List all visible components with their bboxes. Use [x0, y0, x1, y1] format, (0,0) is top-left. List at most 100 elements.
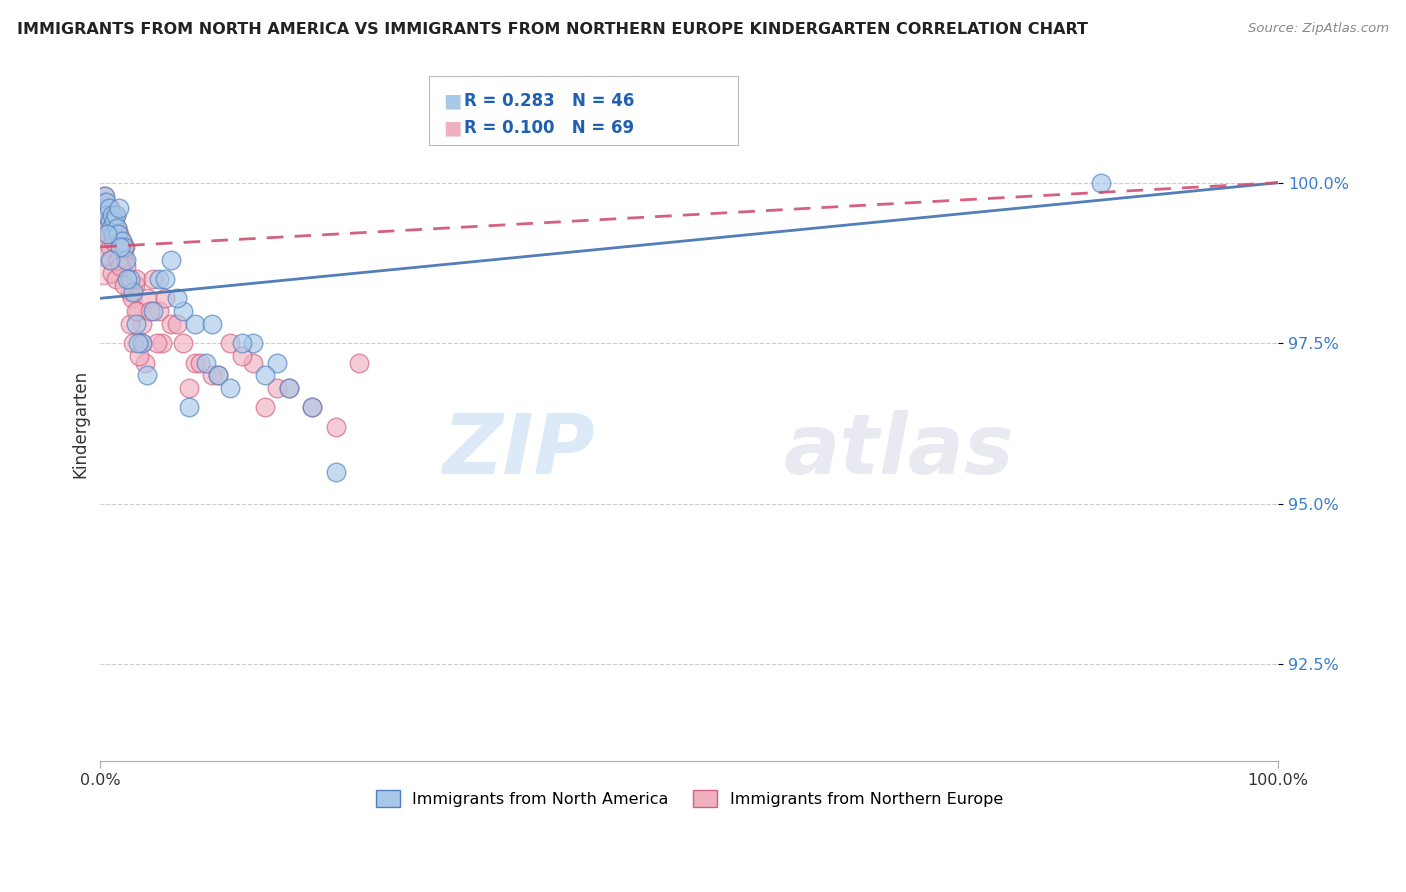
Point: [101, 208, 124, 222]
Point: [97, 227, 120, 241]
Point: [349, 355, 371, 369]
Point: [177, 401, 200, 415]
Point: [100, 252, 122, 267]
Point: [97, 214, 120, 228]
Point: [101, 266, 124, 280]
Point: [131, 317, 153, 331]
Point: [96, 194, 118, 209]
Point: [254, 401, 277, 415]
Point: [128, 349, 150, 363]
Point: [195, 355, 218, 369]
Point: [301, 401, 323, 415]
Point: [98, 252, 121, 267]
Point: [142, 304, 165, 318]
Point: [127, 336, 149, 351]
Point: [219, 336, 242, 351]
Point: [103, 234, 125, 248]
Point: [242, 336, 264, 351]
Point: [112, 240, 135, 254]
Legend: Immigrants from North America, Immigrants from Northern Europe: Immigrants from North America, Immigrant…: [370, 784, 1010, 814]
Point: [166, 291, 188, 305]
Point: [131, 336, 153, 351]
Point: [112, 278, 135, 293]
Point: [277, 381, 299, 395]
Point: [114, 240, 136, 254]
Text: atlas: atlas: [783, 410, 1014, 491]
Point: [1090, 176, 1112, 190]
Point: [91, 234, 114, 248]
Point: [325, 465, 347, 479]
Point: [122, 285, 145, 299]
Point: [110, 240, 132, 254]
Point: [242, 355, 264, 369]
Point: [122, 336, 145, 351]
Point: [160, 317, 183, 331]
Point: [96, 220, 118, 235]
Point: [121, 291, 143, 305]
Point: [107, 252, 129, 267]
Point: [115, 252, 138, 267]
Point: [103, 214, 125, 228]
Point: [325, 419, 347, 434]
Point: [105, 220, 128, 235]
Point: [110, 234, 132, 248]
Point: [207, 368, 229, 383]
Point: [172, 304, 194, 318]
Point: [97, 202, 120, 216]
Point: [107, 234, 129, 248]
Point: [112, 252, 135, 267]
Point: [91, 252, 114, 267]
Text: R = 0.283   N = 46: R = 0.283 N = 46: [464, 92, 634, 110]
Point: [93, 188, 115, 202]
Point: [111, 246, 134, 260]
Point: [96, 208, 118, 222]
Point: [124, 278, 146, 293]
Point: [117, 272, 139, 286]
Point: [104, 208, 127, 222]
Point: [103, 227, 125, 241]
Point: [104, 208, 127, 222]
Point: [127, 304, 149, 318]
Point: [153, 291, 176, 305]
Point: [148, 272, 170, 286]
Point: [98, 202, 121, 216]
Point: [118, 317, 141, 331]
Point: [103, 214, 125, 228]
Point: [117, 272, 139, 286]
Point: [98, 214, 121, 228]
Point: [219, 381, 242, 395]
Point: [201, 317, 224, 331]
Point: [183, 317, 205, 331]
Point: [96, 208, 118, 222]
Point: [190, 355, 212, 369]
Point: [105, 220, 128, 235]
Text: ZIP: ZIP: [443, 410, 595, 491]
Point: [118, 272, 141, 286]
Point: [183, 355, 205, 369]
Text: IMMIGRANTS FROM NORTH AMERICA VS IMMIGRANTS FROM NORTHERN EUROPE KINDERGARTEN CO: IMMIGRANTS FROM NORTH AMERICA VS IMMIGRA…: [17, 22, 1088, 37]
Point: [110, 240, 132, 254]
Point: [94, 188, 117, 202]
Point: [103, 220, 125, 235]
Point: [96, 208, 118, 222]
Point: [108, 202, 131, 216]
Point: [96, 227, 118, 241]
Point: [146, 336, 169, 351]
Point: [100, 220, 122, 235]
Point: [207, 368, 229, 383]
Text: ■: ■: [443, 92, 461, 111]
Point: [110, 234, 132, 248]
Point: [131, 336, 153, 351]
Point: [172, 336, 194, 351]
Point: [96, 202, 118, 216]
Point: [160, 252, 183, 267]
Point: [166, 317, 188, 331]
Text: ■: ■: [443, 119, 461, 137]
Point: [266, 381, 288, 395]
Text: R = 0.100   N = 69: R = 0.100 N = 69: [464, 119, 634, 136]
Point: [301, 401, 323, 415]
Point: [134, 355, 156, 369]
Point: [107, 227, 129, 241]
Point: [104, 272, 127, 286]
Point: [201, 368, 224, 383]
